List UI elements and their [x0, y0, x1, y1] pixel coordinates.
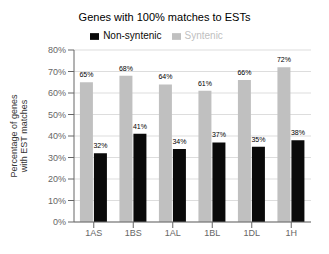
svg-text:68%: 68% [119, 65, 133, 72]
svg-text:38%: 38% [291, 129, 305, 136]
svg-text:1BL: 1BL [204, 228, 220, 238]
svg-text:60%: 60% [48, 88, 66, 98]
svg-text:30%: 30% [48, 153, 66, 163]
svg-text:66%: 66% [237, 69, 251, 76]
svg-text:1AS: 1AS [85, 228, 102, 238]
html-text:Non-syntenic: Non-syntenic [103, 30, 162, 41]
html-text:Syntenic: Syntenic [184, 30, 223, 41]
svg-text:37%: 37% [212, 131, 226, 138]
svg-text:1H: 1H [285, 228, 297, 238]
svg-text:35%: 35% [251, 136, 265, 143]
svg-text:65%: 65% [79, 71, 93, 78]
svg-text:20%: 20% [48, 174, 66, 184]
svg-text:1DL: 1DL [243, 228, 260, 238]
svg-text:0%: 0% [53, 217, 66, 227]
svg-text:32%: 32% [93, 142, 107, 149]
svg-text:61%: 61% [198, 80, 212, 87]
html-text:Genes with 100% matches to EST: Genes with 100% matches to ESTs [78, 11, 251, 23]
svg-text:70%: 70% [48, 67, 66, 77]
svg-text:64%: 64% [158, 73, 172, 80]
svg-text:41%: 41% [133, 123, 147, 130]
svg-text:10%: 10% [48, 196, 66, 206]
svg-text:50%: 50% [48, 110, 66, 120]
svg-text:80%: 80% [48, 45, 66, 55]
svg-text:Percentage of geneswith EST ma: Percentage of geneswith EST matches [9, 94, 29, 178]
svg-text:1BS: 1BS [125, 228, 142, 238]
svg-text:1AL: 1AL [165, 228, 181, 238]
svg-text:34%: 34% [172, 138, 186, 145]
svg-text:72%: 72% [277, 56, 291, 63]
svg-text:40%: 40% [48, 131, 66, 141]
